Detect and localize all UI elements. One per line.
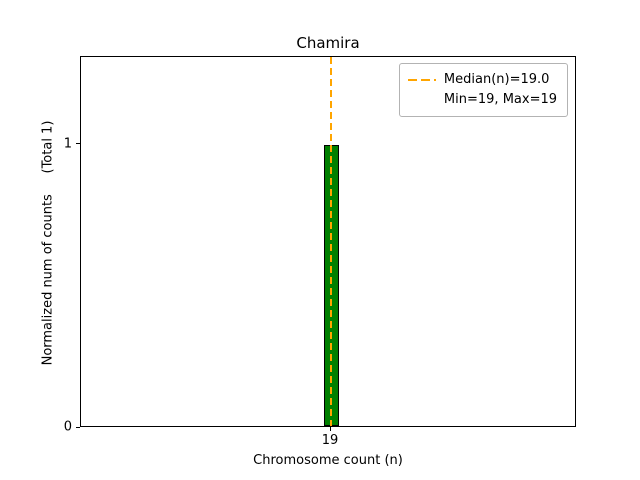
legend: Median(n)=19.0 Min=19, Max=19 [398,63,568,117]
y-tick-mark [76,426,80,428]
legend-empty-swatch [408,99,436,101]
x-tick-label: 19 [321,433,339,448]
y-tick-label: 0 [63,419,72,435]
y-tick-label: 1 [63,136,72,152]
legend-entry-median: Median(n)=19.0 [443,72,550,87]
y-tick-mark [76,143,80,145]
legend-row: Median(n)=19.0 [407,70,557,90]
chart-title: Chamira [296,34,360,52]
x-tick-mark [330,427,331,431]
plot-area: Median(n)=19.0 Min=19, Max=19 [80,56,576,427]
median-line-legend-swatch [407,79,436,81]
y-axis-label: Normalized num of counts (Total 1) [40,120,56,366]
legend-row: Min=19, Max=19 [408,90,557,110]
median-line [330,57,332,426]
x-axis-label: Chromosome count (n) [253,453,403,468]
legend-entry-minmax: Min=19, Max=19 [443,92,557,107]
